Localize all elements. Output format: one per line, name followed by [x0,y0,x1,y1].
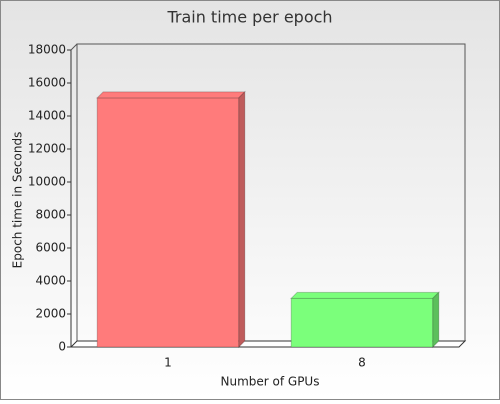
x-axis-title: Number of GPUs [221,375,320,389]
y-tick-label: 18000 [28,43,66,57]
y-tick-label: 12000 [28,142,66,156]
x-tick-label: 8 [358,356,366,370]
bar-top [289,291,441,299]
y-tick-label: 8000 [35,208,66,222]
bar-side-shade [432,292,439,347]
bar-side [238,90,246,349]
left-wall-top [70,43,78,51]
y-tick-label: 2000 [35,307,66,321]
y-tick-label: 0 [58,340,66,354]
y-axis-title: Epoch time in Seconds [11,132,25,269]
bar [96,97,240,348]
y-tick-label: 6000 [35,241,66,255]
y-tick-label: 4000 [35,274,66,288]
bar-side [432,291,440,349]
x-tick-label: 1 [164,356,172,370]
y-tick-label: 16000 [28,76,66,90]
y-tick-label: 10000 [28,175,66,189]
bar-top [95,91,247,99]
bar-side-shade [238,91,245,347]
bar [290,297,434,348]
chart-title: Train time per epoch [166,8,332,27]
y-tick-label: 14000 [28,109,66,123]
